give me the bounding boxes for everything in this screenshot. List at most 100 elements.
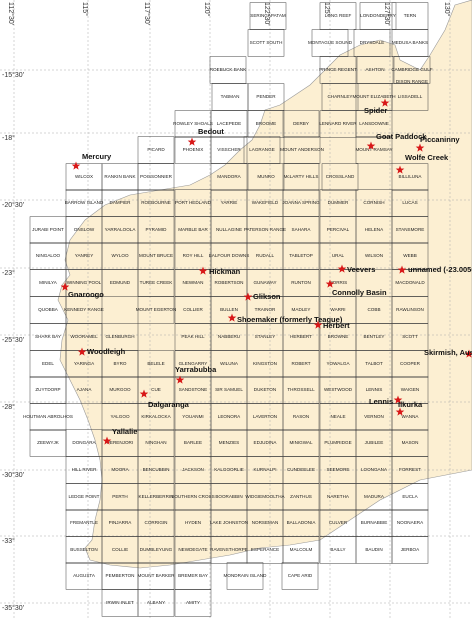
map-sheet-label: DRYSDALE — [360, 40, 385, 45]
map-sheet-label: LONG REEF — [325, 13, 352, 18]
map-sheet-cell — [391, 376, 429, 404]
map-sheet-cell — [391, 403, 429, 431]
map-sheet-label: WANNA — [402, 414, 420, 419]
map-sheet-label: BURNABBIE — [361, 520, 388, 525]
map-sheet-cell — [282, 350, 320, 378]
map-sheet-label: LEDGE POINT — [69, 494, 100, 499]
map-sheet-label: MENZIES — [219, 440, 239, 445]
map-sheet-cell — [282, 189, 320, 217]
latitude-label: -18° — [2, 134, 15, 142]
crater-label: Glikson — [253, 292, 281, 301]
map-sheet-label: PRINCE REGENT — [319, 67, 357, 72]
map-sheet-label: CHARNLEY — [327, 94, 352, 99]
map-sheet-cell — [356, 56, 394, 84]
map-sheet-label: LUCAS — [402, 200, 417, 205]
map-sheet-label: RAWLINSON — [396, 307, 424, 312]
map-sheet-label: YOWALGA — [326, 361, 350, 366]
map-sheet-label: THROSSELL — [287, 387, 315, 392]
map-sheet-label: BILLILUNA — [399, 174, 423, 179]
map-sheet-label: YALGOO — [110, 414, 129, 419]
map-sheet-label: BENCUBBIN — [143, 467, 170, 472]
crater-label: Woodleigh — [87, 347, 126, 356]
map-sheet-cell — [281, 562, 319, 590]
map-sheet-cell — [137, 242, 175, 270]
map-sheet-label: PYRAMID — [146, 227, 168, 232]
map-sheet-label: LEONORA — [218, 414, 241, 419]
map-sheet-label: MINIGWAL — [289, 440, 312, 445]
crater-label: Mercury — [82, 152, 112, 161]
map-sheet-label: LAGRANGE — [249, 147, 275, 152]
map-sheet-label: LONDONDERRY — [360, 13, 396, 18]
map-sheet-label: CORNISH — [363, 200, 384, 205]
map-sheet-label: BUSSELTON — [70, 547, 97, 552]
crater-marker — [227, 313, 237, 322]
map-sheet-cell — [137, 429, 175, 457]
longitude-label: 115° — [81, 2, 89, 16]
crater-label: Veevers — [347, 265, 375, 274]
map-sheet-label: QUOBBA — [38, 307, 59, 312]
map-sheet-label: BROWNE — [328, 334, 349, 339]
map-sheet-label: WEBB — [403, 253, 417, 258]
map-sheet-label: SEEMORE — [327, 467, 350, 472]
map-sheet-label: YANREY — [75, 253, 94, 258]
crater-marker — [415, 143, 425, 152]
map-sheet-label: YARRALOOLA — [105, 227, 137, 232]
map-sheet-label: DIXON RANGE — [396, 79, 428, 84]
crater-label: Goat Paddock — [376, 132, 427, 141]
map-sheet-label: MOORA — [111, 467, 129, 472]
map-sheet-label: WIDGIEMOOLTHA — [245, 494, 285, 499]
map-sheet-label: JUBILEE — [365, 440, 384, 445]
map-sheet-label: MADLEY — [292, 307, 311, 312]
map-sheet-cell — [282, 509, 320, 537]
map-sheet-cell — [282, 456, 320, 484]
map-sheet-cell — [137, 562, 175, 590]
crater-label: Yallalie — [112, 427, 137, 436]
map-sheet-cell — [249, 2, 287, 30]
map-sheet-label: CROSSLAND — [326, 174, 355, 179]
latitude-label: -28° — [2, 403, 15, 411]
map-sheet-label: SHARK BAY — [35, 334, 61, 339]
map-sheet-label: MALCOLM — [290, 547, 313, 552]
latitude-label: -35°30' — [2, 604, 24, 612]
map-sheet-label: BULLEN — [220, 307, 238, 312]
map-sheet-cell — [391, 483, 429, 511]
map-sheet-label: TUREE CREEK — [140, 280, 174, 285]
map-sheet-label: LENNARD RIVER — [319, 121, 357, 126]
map-sheet-label: NINGALOO — [36, 253, 61, 258]
map-sheet-label: SERINGAPATAM — [250, 13, 286, 18]
map-sheet-label: WAIGEN — [401, 387, 419, 392]
map-sheet-label: ROEBUCK BANK — [210, 67, 247, 72]
map-sheet-label: PERCIVAL — [327, 227, 350, 232]
map-sheet-label: PINJARRA — [109, 520, 133, 525]
map-sheet-label: BREMER BAY — [178, 573, 208, 578]
crater-label: Herbert — [323, 321, 350, 330]
longitude-label: 112°30' — [7, 2, 15, 25]
map-sheet-cell — [319, 2, 357, 30]
map-sheet-label: McLARTY HILLS — [284, 174, 319, 179]
map-sheet-label: LOONGANA — [361, 467, 388, 472]
map-sheet-label: JACKSON — [182, 467, 204, 472]
map-sheet-label: DONGARA — [72, 440, 96, 445]
map-sheet-label: JOANNA SPRING — [282, 200, 320, 205]
map-sheet-cell — [137, 589, 175, 617]
map-sheet-label: MANDORA — [217, 174, 241, 179]
map-sheet-cell — [391, 83, 429, 111]
map-sheet-cell — [355, 136, 393, 164]
map-sheet-cell — [137, 350, 175, 378]
map-sheet-label: AJANA — [77, 387, 93, 392]
map-sheet-label: TALBOT — [365, 361, 383, 366]
map-sheet-cell — [391, 296, 429, 324]
sheet-grid — [29, 2, 431, 617]
map-sheet-cell — [391, 323, 429, 351]
latitude-label: -23° — [2, 269, 15, 277]
map-sheet-label: NEALE — [330, 414, 345, 419]
map-sheet-label: BENTLEY — [364, 334, 385, 339]
map-sheet-cell — [282, 483, 320, 511]
map-sheet-cell — [282, 110, 320, 138]
map-sheet-label: RUDALL — [256, 253, 275, 258]
map-sheet-label: BROOME — [256, 121, 276, 126]
map-sheet-label: ROEBOURNE — [141, 200, 171, 205]
map-sheet-cell — [311, 29, 349, 57]
